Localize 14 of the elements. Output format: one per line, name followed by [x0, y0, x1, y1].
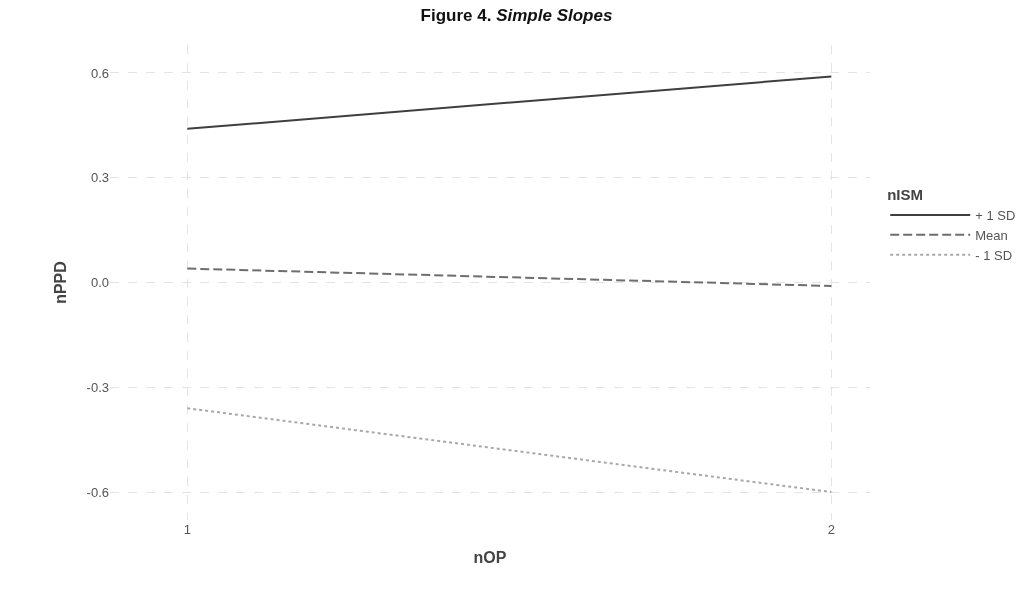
y-tick-label: -0.6 [86, 484, 109, 500]
text: Mean [975, 227, 1008, 243]
x-axis-title: nOP [473, 548, 507, 566]
y-tick-label: -0.3 [86, 379, 109, 395]
x-tick-label: 2 [827, 522, 835, 537]
text: - 1 SD [975, 247, 1013, 263]
y-axis-title: nPPD [52, 261, 70, 304]
chart-title: Figure 4. Simple Slopes [420, 5, 613, 25]
y-tick-label: 0.0 [90, 275, 109, 291]
y-tick-label: 0.3 [90, 170, 109, 186]
x-tick-label: 1 [183, 522, 191, 537]
legend-title: nISM [887, 186, 924, 203]
y-tick-label: 0.6 [90, 65, 109, 81]
text: + 1 SD [975, 208, 1016, 224]
